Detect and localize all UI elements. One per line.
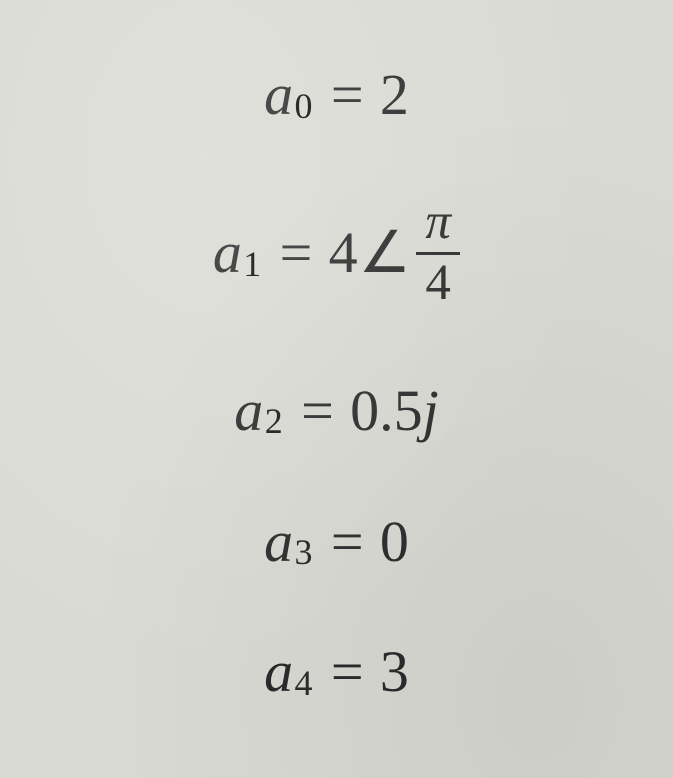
fraction-numerator: π — [416, 197, 460, 251]
subscript: 4 — [295, 666, 313, 702]
fraction: π 4 — [416, 197, 460, 308]
variable: a — [234, 382, 263, 440]
equals-sign: = — [331, 513, 364, 571]
rhs-value: 2 — [380, 66, 409, 124]
equation-row: a3 = 0 — [264, 513, 409, 571]
rhs-value: 0 — [380, 513, 409, 571]
rhs-number: 0.5 — [350, 382, 423, 440]
equals-sign: = — [331, 643, 364, 701]
rhs-magnitude: 4 — [329, 224, 358, 282]
subscript: 2 — [265, 404, 283, 440]
equation-row: a4 = 3 — [264, 643, 409, 701]
equation-row: a2 = 0.5j — [234, 382, 438, 440]
equation-row: a0 = 2 — [264, 66, 409, 124]
rhs-value: 3 — [380, 643, 409, 701]
rhs-imag-unit: j — [423, 382, 439, 440]
equation-page: a0 = 2 a1 = 4∠ π 4 a2 = 0.5j a3 = 0 a4 =… — [0, 0, 673, 778]
subscript: 3 — [295, 535, 313, 571]
angle-symbol: ∠ — [359, 224, 411, 282]
subscript: 1 — [243, 247, 261, 283]
equals-sign: = — [331, 66, 364, 124]
variable: a — [264, 643, 293, 701]
variable: a — [264, 66, 293, 124]
variable: a — [213, 224, 242, 282]
fraction-denominator: 4 — [416, 255, 460, 309]
subscript: 0 — [295, 89, 313, 125]
variable: a — [264, 513, 293, 571]
equals-sign: = — [280, 224, 313, 282]
equation-row: a1 = 4∠ π 4 — [213, 197, 460, 308]
equals-sign: = — [301, 382, 334, 440]
